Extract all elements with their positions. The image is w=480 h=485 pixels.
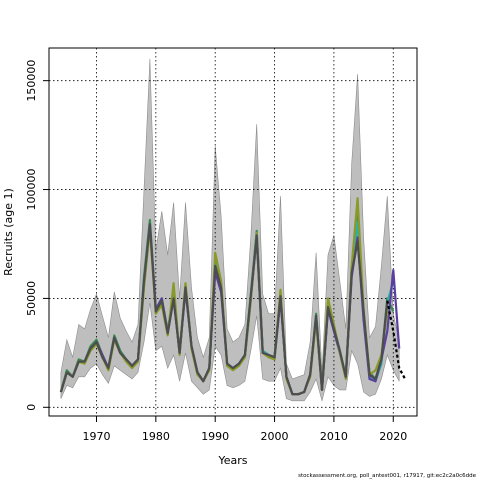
x-tick-label: 1990 [201,430,229,443]
y-tick-label: 50000 [25,281,38,316]
ticks-layer: 1970 1980 1990 2000 2010 2020 0 50000 100000 1500… [25,60,407,443]
footer-note: stockassessment.org, poll_antest001, r17… [298,473,477,479]
confidence-band-layer [60,58,400,402]
y-tick-label: 100000 [25,169,38,211]
x-tick-label: 2010 [320,430,348,443]
grid-layer [49,48,417,416]
series-line-5-projection [386,300,407,380]
series-line-5 [59,223,389,396]
x-axis-title: Years [217,454,247,467]
y-tick-label: 0 [25,404,38,411]
x-tick-label: 2000 [261,430,289,443]
y-tick-label: 150000 [25,60,38,102]
x-tick-label: 1980 [142,430,170,443]
confidence-band [60,58,400,402]
x-tick-label: 2020 [379,430,407,443]
plot-frame [48,47,418,417]
y-axis-title: Recruits (age 1) [2,188,15,276]
series-lines-layer [59,197,407,396]
x-tick-label: 1970 [82,430,110,443]
